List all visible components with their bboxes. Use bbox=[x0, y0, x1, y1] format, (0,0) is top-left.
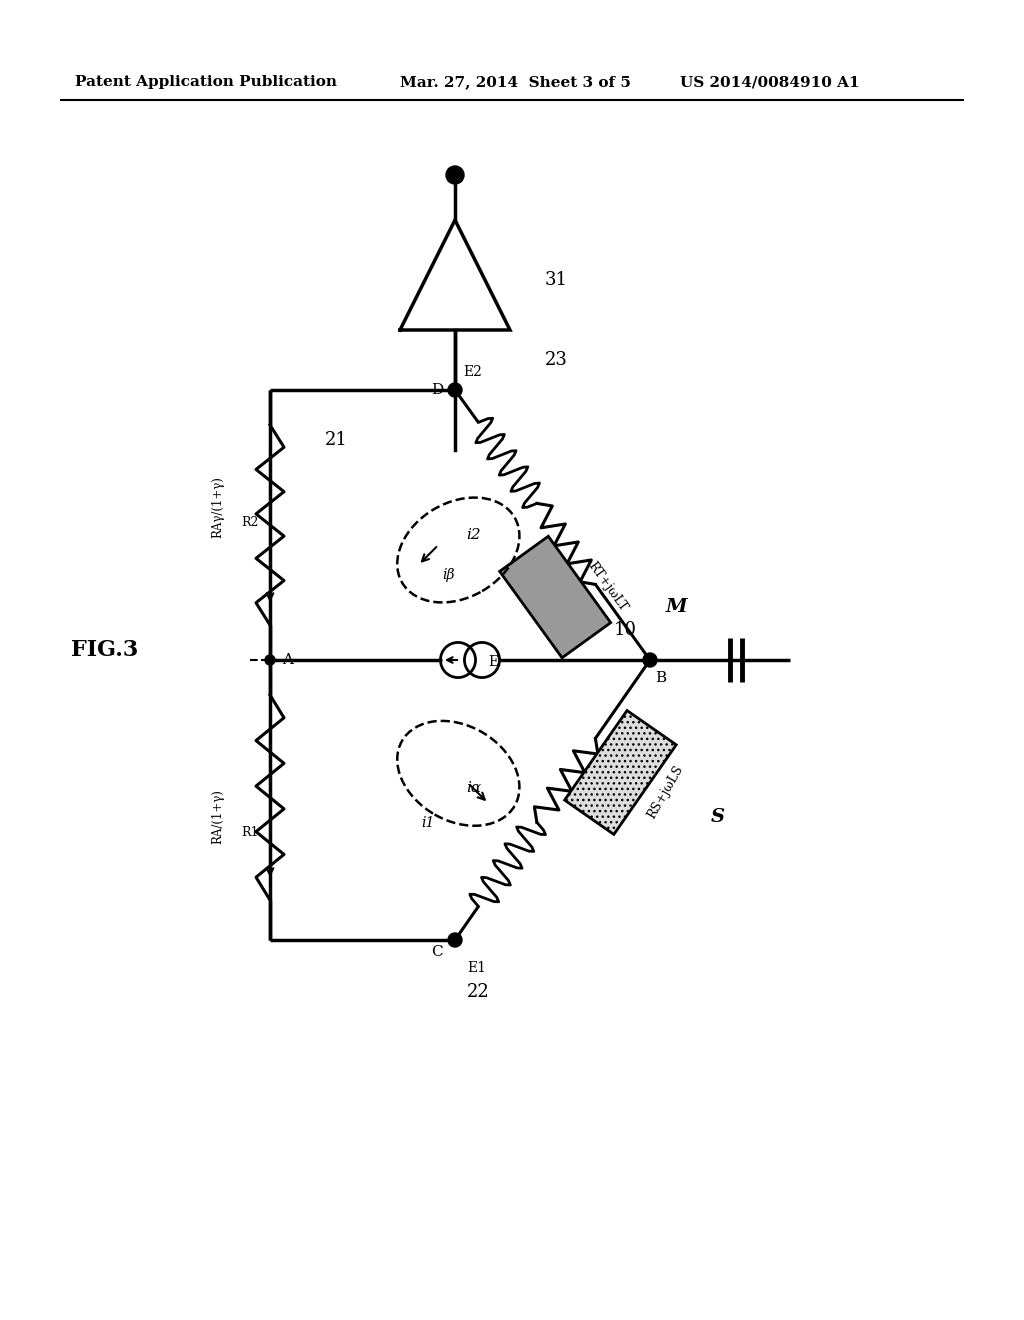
Text: S: S bbox=[711, 808, 725, 826]
Text: RA/(1+γ): RA/(1+γ) bbox=[212, 789, 224, 845]
Circle shape bbox=[449, 383, 462, 397]
Text: 10: 10 bbox=[613, 620, 637, 639]
Text: iα: iα bbox=[466, 781, 481, 796]
Text: iβ: iβ bbox=[442, 568, 455, 582]
Text: 21: 21 bbox=[325, 432, 348, 449]
Text: FIG.3: FIG.3 bbox=[72, 639, 138, 661]
Text: B: B bbox=[655, 671, 667, 685]
Circle shape bbox=[265, 655, 275, 665]
Text: E2: E2 bbox=[463, 366, 482, 379]
Circle shape bbox=[446, 166, 464, 183]
Circle shape bbox=[449, 933, 462, 946]
Text: C: C bbox=[431, 945, 443, 960]
Text: i1: i1 bbox=[422, 816, 435, 830]
Text: 23: 23 bbox=[545, 351, 568, 370]
Text: Mar. 27, 2014  Sheet 3 of 5: Mar. 27, 2014 Sheet 3 of 5 bbox=[400, 75, 631, 88]
Text: R2: R2 bbox=[242, 516, 259, 528]
Text: RS+jωLS: RS+jωLS bbox=[645, 763, 686, 821]
Text: RAγ/(1+γ): RAγ/(1+γ) bbox=[212, 477, 224, 539]
Text: 22: 22 bbox=[467, 983, 489, 1001]
Polygon shape bbox=[564, 710, 676, 834]
Text: R1: R1 bbox=[242, 825, 259, 838]
Polygon shape bbox=[500, 536, 610, 657]
Text: Patent Application Publication: Patent Application Publication bbox=[75, 75, 337, 88]
Text: D: D bbox=[431, 383, 443, 397]
Text: RT+jωLT: RT+jωLT bbox=[585, 560, 630, 614]
Text: A: A bbox=[282, 653, 293, 667]
Text: 31: 31 bbox=[545, 271, 568, 289]
Text: E: E bbox=[488, 655, 498, 669]
Text: E1: E1 bbox=[467, 961, 486, 975]
Circle shape bbox=[643, 653, 657, 667]
Text: i2: i2 bbox=[466, 528, 480, 543]
Text: M: M bbox=[666, 598, 687, 616]
Text: US 2014/0084910 A1: US 2014/0084910 A1 bbox=[680, 75, 859, 88]
